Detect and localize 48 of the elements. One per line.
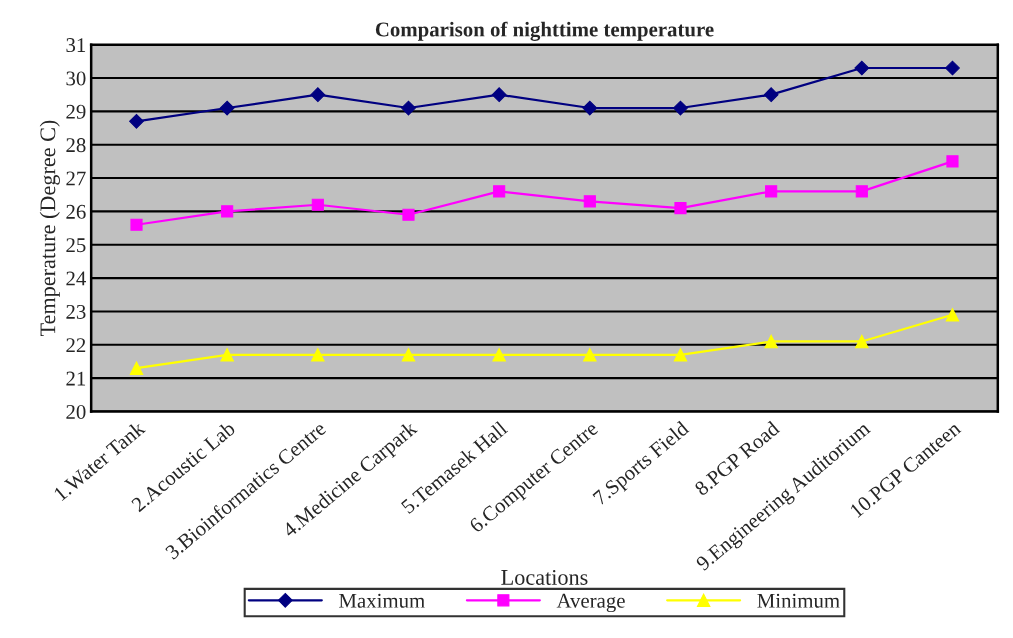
point	[311, 348, 325, 362]
legend-label: Minimum	[757, 593, 840, 608]
legend-label: Maximum	[339, 593, 425, 608]
y-tick-label: 31	[66, 38, 86, 53]
point	[674, 202, 687, 215]
point	[855, 334, 869, 349]
x-axis-title: Locations	[501, 569, 588, 585]
y-tick-label: 25	[66, 238, 86, 253]
point	[310, 87, 326, 103]
point	[583, 195, 596, 208]
point	[945, 308, 960, 322]
point	[583, 348, 597, 362]
chart-title: Comparison of nighttime temperature	[375, 21, 714, 41]
point	[129, 113, 144, 129]
y-tick-label: 27	[66, 171, 86, 186]
point	[401, 100, 416, 116]
point	[402, 208, 415, 221]
point	[854, 60, 870, 76]
y-tick-label: 20	[66, 404, 86, 419]
point	[401, 348, 416, 362]
y-tick-label: 24	[66, 271, 86, 286]
y-tick-label: 21	[66, 371, 86, 386]
y-tick-label: 29	[66, 104, 86, 119]
y-tick-label: 28	[66, 138, 86, 153]
point	[221, 205, 234, 218]
y-tick-label: 30	[66, 71, 86, 86]
y-axis-title: Temperature (Degree C)	[39, 120, 60, 337]
point	[491, 87, 507, 103]
point	[219, 100, 235, 116]
y-tick-label: 22	[66, 338, 86, 353]
y-tick-label: 26	[66, 204, 86, 219]
point	[673, 348, 688, 362]
point	[946, 155, 959, 168]
point	[945, 60, 960, 76]
point	[582, 100, 598, 116]
point	[220, 348, 234, 362]
point	[855, 185, 868, 198]
y-tick-label: 23	[66, 304, 86, 319]
point	[763, 87, 779, 103]
point	[765, 185, 778, 198]
point	[129, 361, 144, 375]
point	[493, 185, 506, 198]
point	[492, 348, 506, 362]
point	[130, 218, 143, 231]
point	[311, 198, 324, 211]
point	[673, 100, 688, 116]
point	[764, 334, 778, 349]
legend-label: Average	[556, 593, 625, 613]
